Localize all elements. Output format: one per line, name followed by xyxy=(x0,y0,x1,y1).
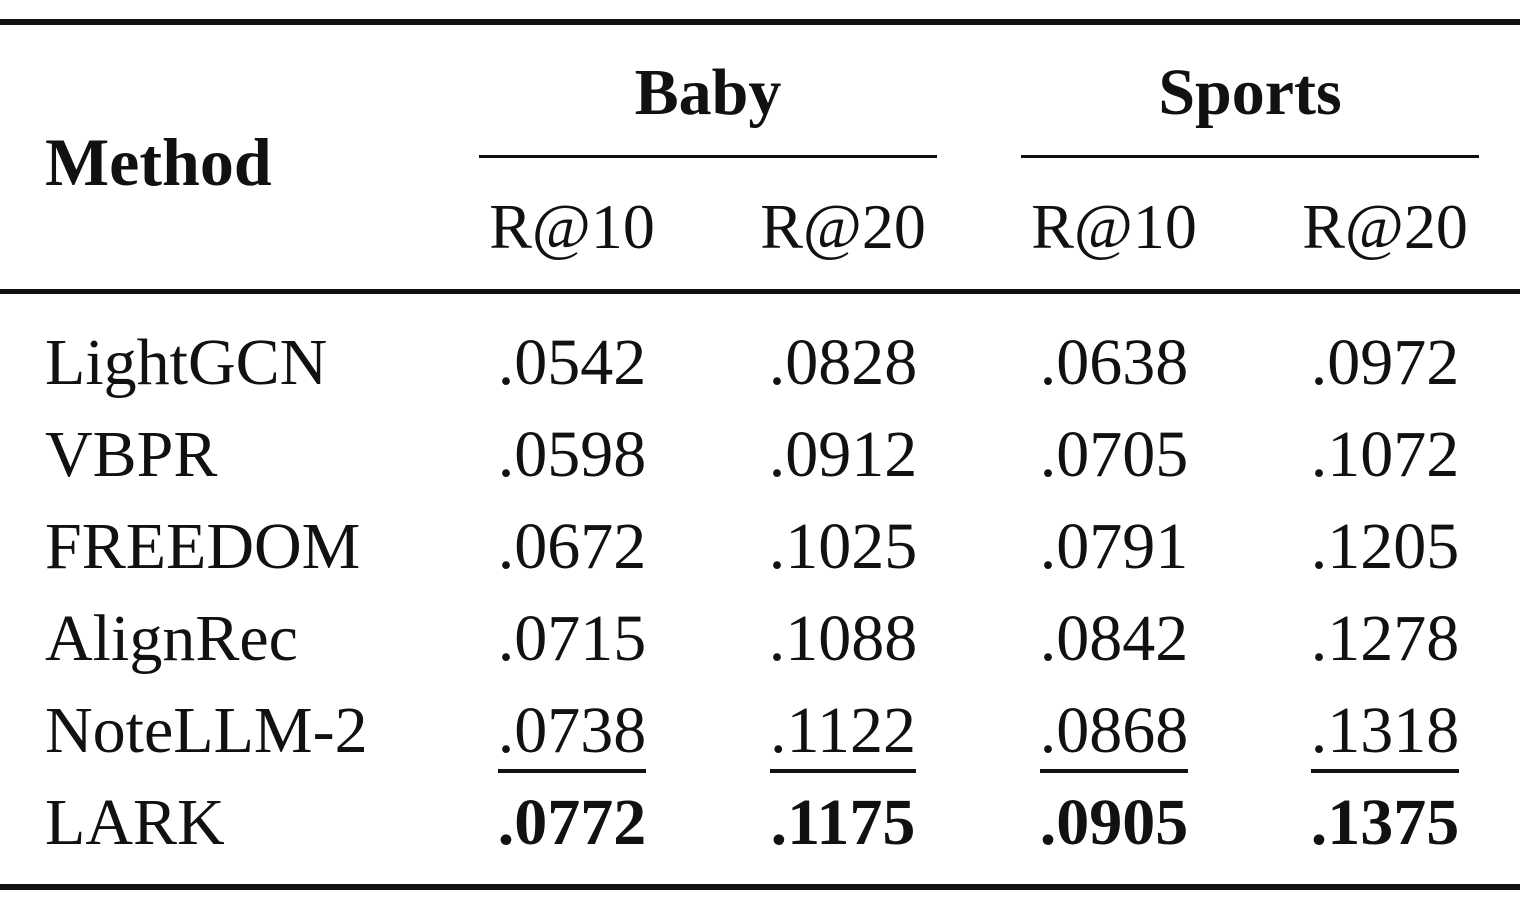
cell-value: .0598 xyxy=(497,418,647,491)
table-cell: .0672 xyxy=(442,514,702,580)
cell-value: .0715 xyxy=(497,602,647,675)
method-column-header: Method xyxy=(45,124,272,200)
cell-value: .1025 xyxy=(768,510,918,583)
table-bottom-rule xyxy=(0,884,1520,890)
method-name: LARK xyxy=(45,786,225,859)
table-cell: .0842 xyxy=(984,606,1244,672)
table-cell: .0598 xyxy=(442,422,702,488)
table-cell: .0715 xyxy=(442,606,702,672)
cell-value: .1088 xyxy=(768,602,918,675)
table-cell: .0828 xyxy=(713,330,973,396)
cell-value: .1278 xyxy=(1310,602,1460,675)
header-separator-rule xyxy=(0,289,1520,294)
table-cell: .1025 xyxy=(713,514,973,580)
cell-value: .0842 xyxy=(1039,602,1189,675)
cell-value: .1122 xyxy=(769,694,917,773)
cell-value: .1072 xyxy=(1310,418,1460,491)
table-cell: .1088 xyxy=(713,606,973,672)
table-cell: .0705 xyxy=(984,422,1244,488)
table-cell: .1072 xyxy=(1255,422,1515,488)
cell-value: .0705 xyxy=(1039,418,1189,491)
cell-value: .1175 xyxy=(770,786,916,859)
table-cell: .1278 xyxy=(1255,606,1515,672)
group-header-baby: Baby xyxy=(634,56,782,129)
table-cell: .0868 xyxy=(984,694,1244,773)
table-cell: .0912 xyxy=(713,422,973,488)
metric-header-sports-r20: R@20 xyxy=(1302,191,1468,262)
cell-value: .1375 xyxy=(1310,786,1460,859)
cell-value: .0791 xyxy=(1039,510,1189,583)
table-cell: .0772 xyxy=(442,790,702,856)
table-cell: .1318 xyxy=(1255,694,1515,773)
cell-value: .1205 xyxy=(1310,510,1460,583)
cell-value: .1318 xyxy=(1310,694,1460,773)
method-name: FREEDOM xyxy=(45,510,361,583)
cell-value: .0738 xyxy=(497,694,647,773)
cell-value: .0772 xyxy=(497,786,647,859)
table-cell: .0542 xyxy=(442,330,702,396)
method-name: AlignRec xyxy=(45,602,298,675)
cell-value: .0542 xyxy=(497,326,647,399)
group-header-sports: Sports xyxy=(1158,56,1342,129)
cell-value: .0828 xyxy=(768,326,918,399)
table-cell: .1205 xyxy=(1255,514,1515,580)
method-name: VBPR xyxy=(45,418,218,491)
table-cell: .0972 xyxy=(1255,330,1515,396)
cell-value: .0912 xyxy=(768,418,918,491)
cell-value: .0868 xyxy=(1039,694,1189,773)
table-cell: .0905 xyxy=(984,790,1244,856)
cell-value: .0905 xyxy=(1039,786,1189,859)
cell-value: .0638 xyxy=(1039,326,1189,399)
cell-value: .0972 xyxy=(1310,326,1460,399)
cell-value: .0672 xyxy=(497,510,647,583)
table-top-rule xyxy=(0,19,1520,25)
metric-header-baby-r10: R@10 xyxy=(489,191,655,262)
table-cell: .0791 xyxy=(984,514,1244,580)
group-underline-sports xyxy=(1021,155,1479,158)
table-cell: .0638 xyxy=(984,330,1244,396)
table-cell: .0738 xyxy=(442,694,702,773)
metric-header-baby-r20: R@20 xyxy=(760,191,926,262)
metric-header-sports-r10: R@10 xyxy=(1031,191,1197,262)
table-cell: .1175 xyxy=(713,790,973,856)
method-name: LightGCN xyxy=(45,326,328,399)
group-underline-baby xyxy=(479,155,937,158)
table-cell: .1375 xyxy=(1255,790,1515,856)
method-name: NoteLLM-2 xyxy=(45,694,368,767)
table-cell: .1122 xyxy=(713,694,973,773)
